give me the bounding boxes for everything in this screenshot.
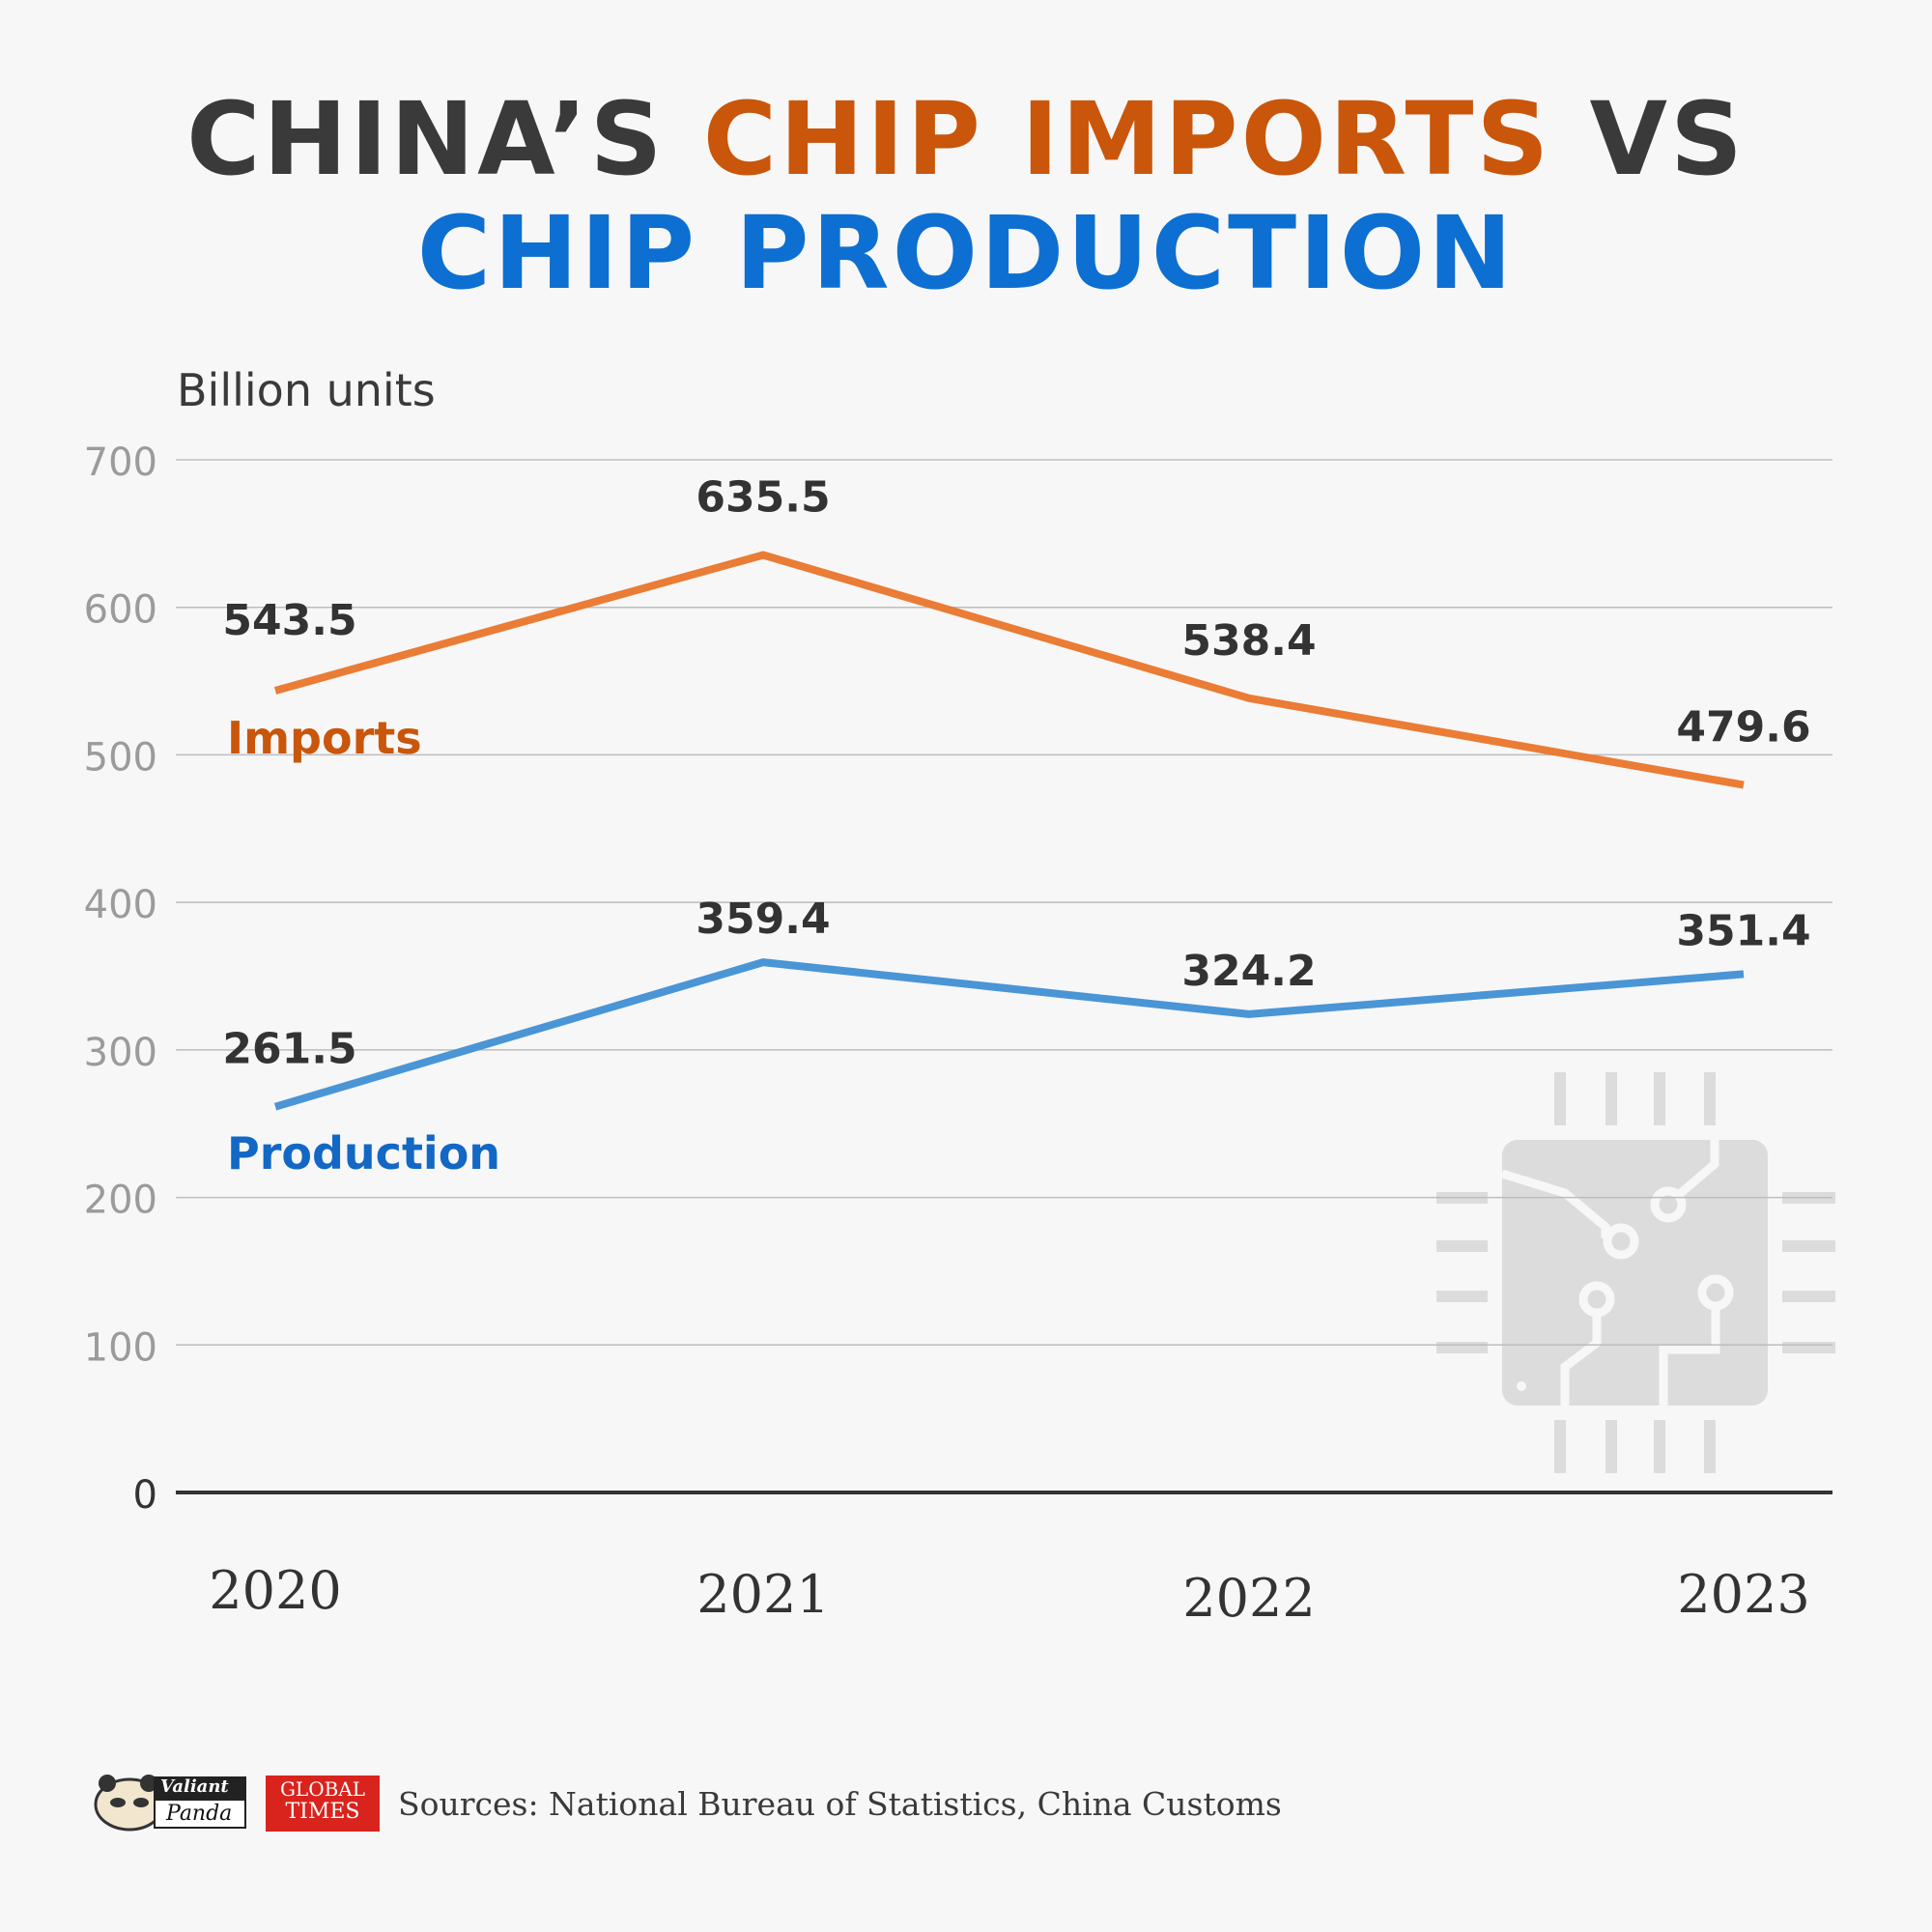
x-tick-label: 2021: [696, 1564, 829, 1625]
sources-note: Sources: National Bureau of Statistics, …: [398, 1785, 1282, 1823]
x-tick-label: 2022: [1182, 1568, 1315, 1629]
data-labels: 543.5 635.5 538.4 479.6 261.5 359.4 324.2 351.4: [222, 473, 1810, 1074]
series-name-imports: Imports: [227, 712, 422, 764]
global-times-logo: GLOBAL TIMES: [266, 1776, 380, 1832]
series-line-production: [273, 958, 1745, 1111]
y-tick-label: 100: [84, 1325, 157, 1370]
y-tick-label: 0: [133, 1473, 157, 1518]
title-part-vs: VS: [1551, 80, 1746, 198]
y-tick-label: 200: [84, 1179, 157, 1223]
data-label: 359.4: [696, 895, 830, 944]
chart-title-line-1: CHINA’S CHIP IMPORTS VS: [0, 89, 1932, 189]
data-label: 351.4: [1676, 906, 1810, 955]
valiant-panda-logo-line1: Valiant: [160, 1776, 229, 1797]
x-tick-label: 2020: [209, 1560, 341, 1621]
y-axis-label: Billion units: [177, 364, 436, 416]
series-lines: [273, 551, 1745, 1111]
y-tick-label: 600: [84, 588, 157, 633]
panda-icon: [94, 1775, 246, 1832]
chart-title-line-2: CHIP PRODUCTION: [416, 194, 1516, 312]
data-label: 324.2: [1181, 947, 1316, 996]
data-label: 543.5: [222, 596, 356, 645]
y-tick-label: 400: [84, 883, 157, 927]
chip-icon: [1436, 1072, 1835, 1473]
y-tick-label: 500: [84, 735, 157, 780]
valiant-panda-logo-line2: Panda: [166, 1802, 233, 1826]
global-times-logo-line1: GLOBAL: [279, 1777, 366, 1801]
global-times-logo-line2: TIMES: [285, 1800, 360, 1824]
x-axis-ticks: 2020 2021 2022 2023: [209, 1560, 1809, 1629]
title-part-chip-imports: CHIP IMPORTS: [702, 80, 1552, 198]
data-label: 635.5: [696, 473, 830, 523]
title-part-china: CHINA’S: [186, 80, 703, 198]
data-label: 261.5: [222, 1025, 356, 1074]
series-name-labels: Imports Production: [227, 712, 500, 1179]
series-line-imports: [273, 551, 1745, 789]
y-axis-ticks: 0 100 200 300 400 500 600 700: [84, 440, 157, 1518]
valiant-panda-logo: Valiant Panda: [93, 1773, 249, 1833]
data-label: 479.6: [1676, 703, 1810, 753]
series-name-production: Production: [227, 1127, 500, 1179]
y-tick-label: 700: [84, 440, 157, 485]
y-tick-label: 300: [84, 1031, 157, 1075]
data-label: 538.4: [1181, 616, 1316, 666]
x-tick-label: 2023: [1677, 1564, 1809, 1625]
